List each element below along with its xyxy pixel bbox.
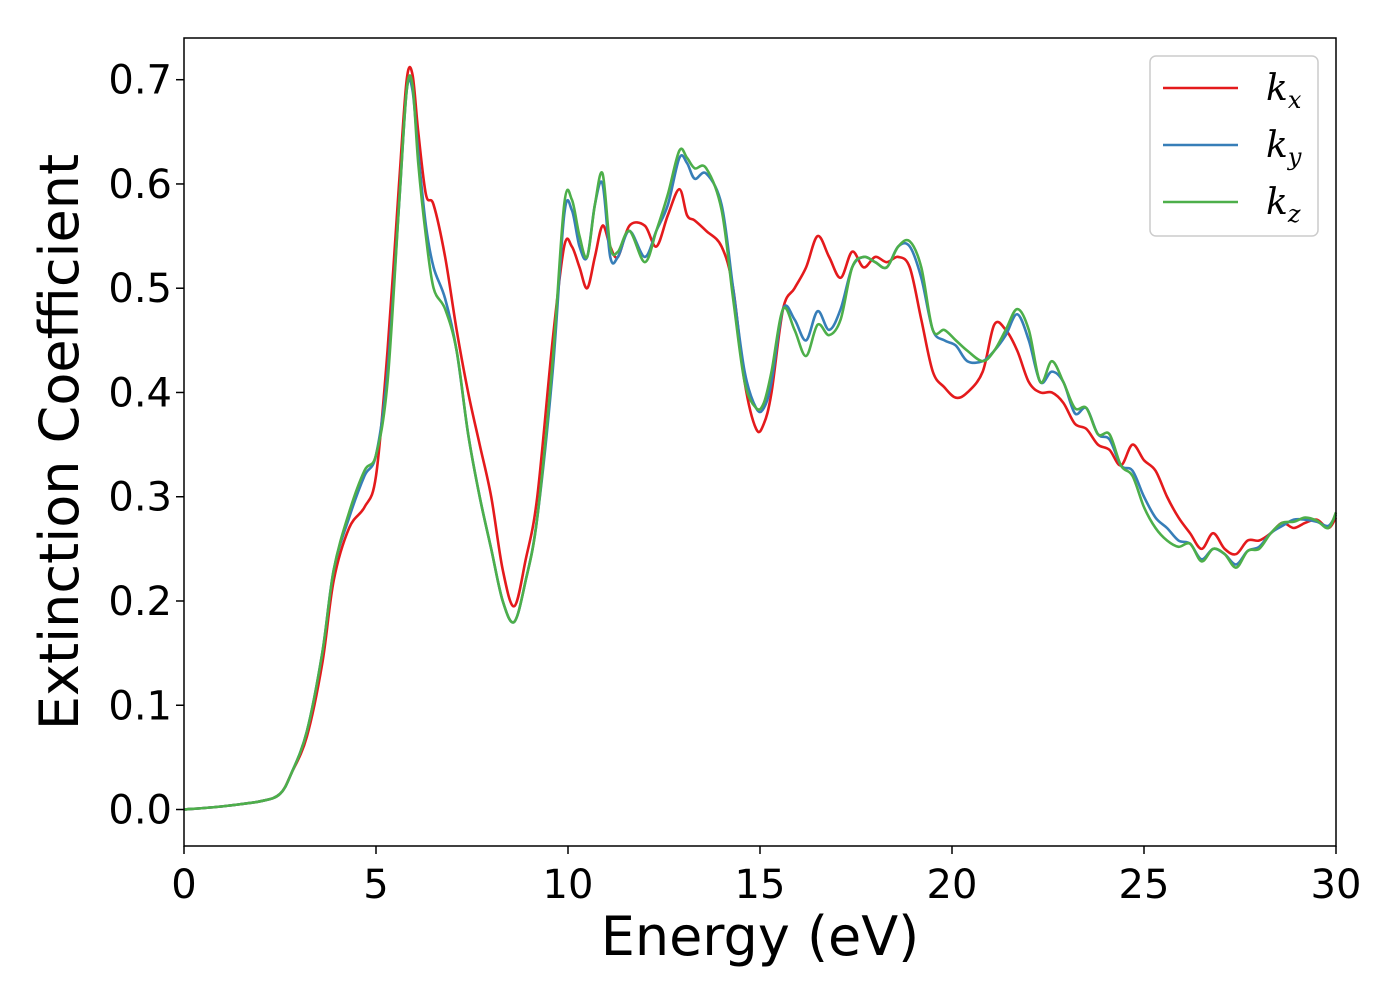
series-layer	[183, 65, 1338, 811]
legend-subscript: y	[1287, 143, 1302, 171]
x-ticks: 0 5 10 15 20 25 30	[171, 846, 1361, 908]
y-tick-label: 0.0	[108, 788, 172, 834]
x-tick-label: 30	[1311, 862, 1362, 908]
y-tick-label: 0.3	[108, 475, 172, 521]
x-tick-label: 20	[927, 862, 978, 908]
x-tick-label: 10	[543, 862, 594, 908]
y-tick-label: 0.1	[108, 683, 172, 729]
x-tick-label: 5	[363, 862, 388, 908]
y-tick-label: 0.2	[108, 579, 172, 625]
legend-subscript: x	[1288, 86, 1302, 114]
y-axis-label: Extinction Coefficient	[28, 154, 91, 730]
y-tick-label: 0.5	[108, 266, 172, 312]
x-axis-label: Energy (eV)	[601, 905, 920, 968]
x-tick-label: 25	[1119, 862, 1170, 908]
x-tick-label: 0	[171, 862, 196, 908]
y-tick-label: 0.7	[108, 58, 172, 104]
series-line-kx	[183, 65, 1338, 811]
series-line-kz	[183, 74, 1338, 811]
legend-subscript: z	[1287, 200, 1301, 228]
x-tick-label: 15	[735, 862, 786, 908]
y-tick-label: 0.6	[108, 162, 172, 208]
y-ticks: 0.0 0.1 0.2 0.3 0.4 0.5 0.6 0.7	[108, 58, 184, 834]
y-tick-label: 0.4	[108, 370, 172, 416]
